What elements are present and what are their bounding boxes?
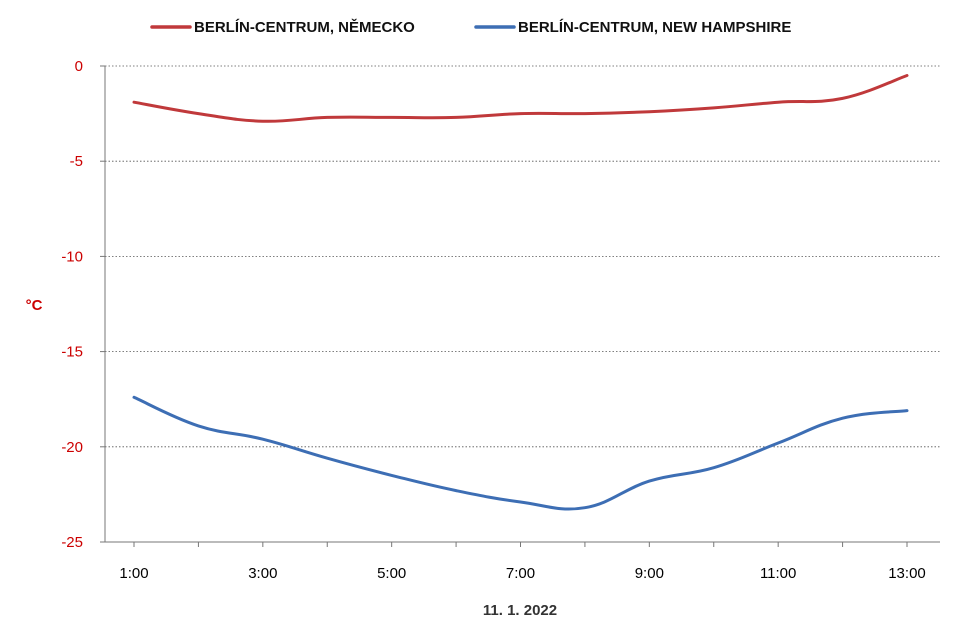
series-line-1 (132, 74, 909, 123)
legend-label-2: BERLÍN-CENTRUM, NEW HAMPSHIRE (518, 19, 791, 36)
x-tick-label: 7:00 (506, 565, 535, 582)
x-tick-label: 5:00 (377, 565, 406, 582)
x-tick-label: 3:00 (248, 565, 277, 582)
x-tick-label: 13:00 (888, 565, 926, 582)
grid (105, 65, 940, 448)
y-tick-label: -10 (61, 248, 83, 265)
x-tick-label: 9:00 (635, 565, 664, 582)
y-axis-label: °C (26, 297, 43, 314)
legend: BERLÍN-CENTRUM, NĚMECKO BERLÍN-CENTRUM, N… (150, 18, 791, 36)
series-line-2 (132, 395, 909, 511)
x-axis-label: 11. 1. 2022 (483, 602, 557, 619)
x-tick-label: 11:00 (760, 565, 796, 582)
y-tick-label: -5 (70, 153, 83, 170)
legend-label-1: BERLÍN-CENTRUM, NĚMECKO (194, 18, 415, 36)
y-tick-label: -20 (61, 439, 83, 456)
y-tick-label: -25 (61, 534, 83, 551)
x-tick-label: 1:00 (119, 565, 148, 582)
x-axis: 1:00 3:00 5:00 7:00 9:00 11:00 13:00 (105, 541, 940, 582)
series-lines (132, 74, 909, 511)
y-tick-label: -15 (61, 344, 83, 361)
y-tick-label: 0 (75, 58, 83, 75)
y-axis: 0 -5 -10 -15 -20 -25 (61, 58, 106, 551)
